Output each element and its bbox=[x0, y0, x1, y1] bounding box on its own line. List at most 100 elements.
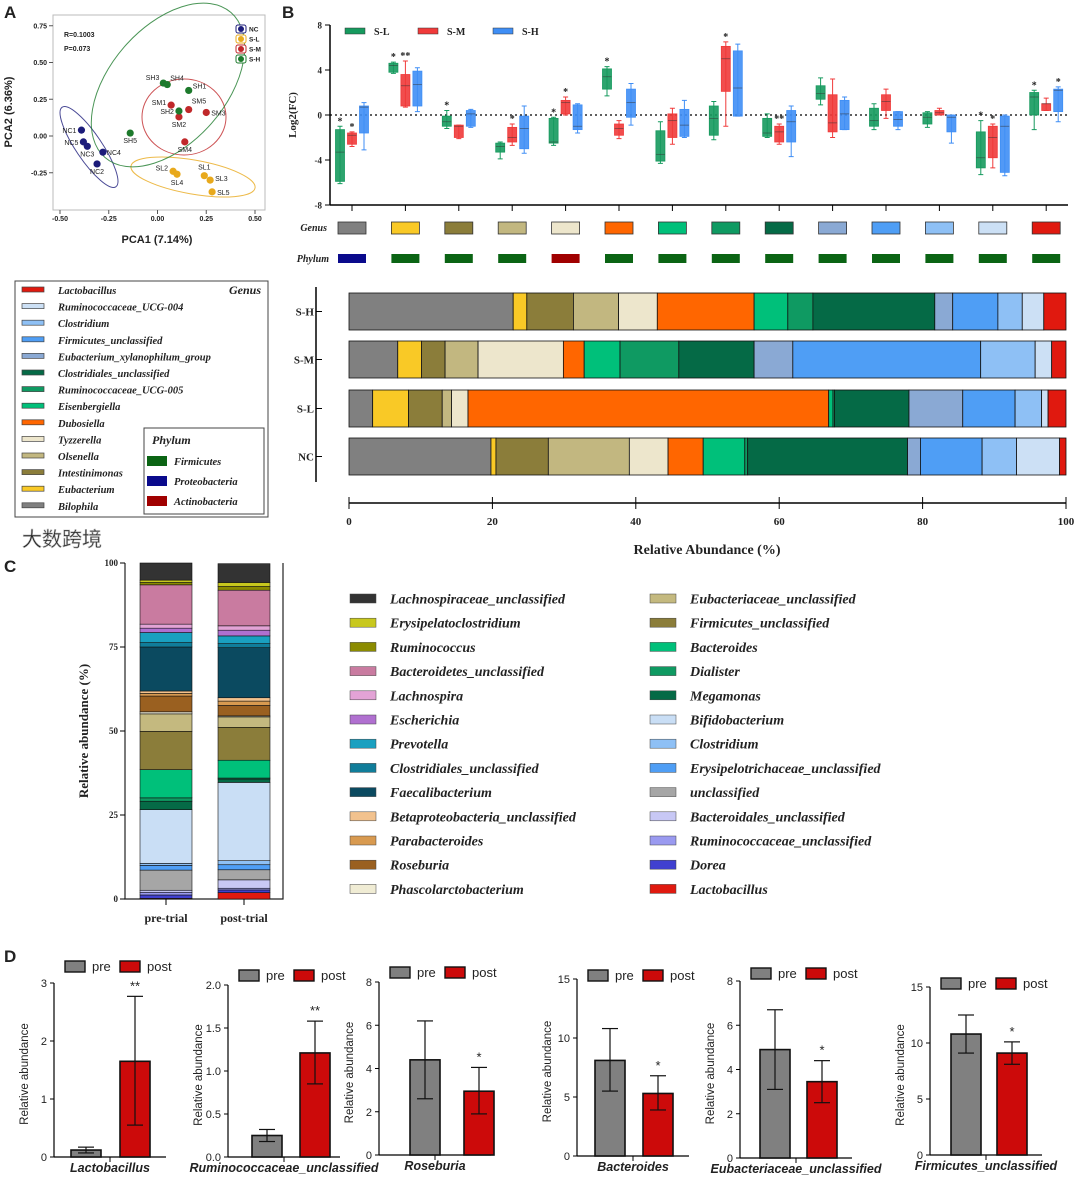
legend-swatch bbox=[649, 811, 677, 822]
significance-mark: * bbox=[391, 52, 396, 63]
significance-mark: * bbox=[605, 57, 610, 68]
legend-label: pre bbox=[266, 968, 285, 983]
legend-label: NC bbox=[249, 27, 259, 34]
bar-segment-Firmicutes_unclassified bbox=[952, 292, 999, 331]
phylum-color-key bbox=[551, 254, 580, 263]
legend-label: Prevotella bbox=[390, 738, 448, 753]
x-category-label: Lactobacillus bbox=[70, 1161, 150, 1175]
bar-segment-Betaproteobacteria_unclassified bbox=[217, 697, 271, 702]
plot-frame bbox=[52, 14, 266, 211]
sample-label: SL3 bbox=[215, 176, 228, 183]
box-S-L bbox=[708, 105, 719, 136]
x-category-label: Bacteroides bbox=[597, 1160, 669, 1174]
significance-mark: * bbox=[655, 1058, 660, 1073]
sample-point bbox=[175, 107, 183, 115]
bar-segment-Olsenella bbox=[573, 292, 619, 331]
sample-point bbox=[185, 86, 193, 95]
sample-point bbox=[208, 188, 216, 196]
legend-label: post bbox=[670, 968, 695, 983]
legend-swatch bbox=[349, 738, 377, 749]
bar-segment-Parabacteroides bbox=[139, 693, 193, 697]
significance-mark: ** bbox=[400, 51, 410, 62]
bar-segment-Clostridium bbox=[981, 437, 1017, 476]
box-S-L bbox=[975, 131, 986, 169]
row-label: NC bbox=[298, 452, 314, 464]
bar-segment-Dialister bbox=[139, 797, 193, 802]
bar-segment-Dorea bbox=[139, 894, 193, 899]
x-tick-label: 0.00 bbox=[151, 216, 165, 223]
legend-swatch bbox=[21, 319, 45, 326]
legend-swatch bbox=[21, 286, 45, 293]
sample-label: SL2 bbox=[156, 165, 169, 172]
phylum-swatch bbox=[147, 496, 167, 506]
legend-swatch bbox=[349, 690, 377, 701]
y-tick-label: 0 bbox=[41, 1152, 47, 1164]
bar-segment-Olsenella bbox=[444, 340, 479, 379]
legend-label: Bacteroidetes_unclassified bbox=[389, 665, 545, 680]
y-tick-label: 2 bbox=[727, 1109, 733, 1121]
bar-chart-Eubacteriaceae_unclassified: 0 2 4 6 8 Relative abundance * pre post Eubacteri… bbox=[705, 966, 882, 1176]
legend-label: Bacteroides bbox=[689, 641, 758, 656]
genus-color-key bbox=[818, 221, 847, 235]
bar-segment-unclassified bbox=[139, 869, 193, 891]
p-value: P=0.073 bbox=[64, 46, 90, 53]
legend-swatch bbox=[21, 452, 45, 459]
bar-segment-Bacteroides bbox=[139, 769, 193, 799]
y-tick-label: 0 bbox=[564, 1151, 570, 1163]
x-tick-label: pre-trial bbox=[144, 911, 188, 925]
row-label: S-L bbox=[297, 404, 314, 416]
box-S-M bbox=[827, 94, 838, 133]
bar-segment-Eisenbergiella bbox=[702, 437, 746, 476]
y-tick-label: 50 bbox=[109, 726, 119, 736]
y-axis-title: Relative abundance bbox=[705, 1023, 717, 1125]
legend-label: Erysipelatoclostridium bbox=[389, 617, 521, 632]
y-tick-label: 75 bbox=[109, 642, 119, 652]
significance-mark: * bbox=[476, 1049, 481, 1064]
bar-segment-Lachnospiraceae_unclassified bbox=[217, 563, 271, 583]
x-tick-label: 0 bbox=[346, 516, 352, 528]
bar-segment-Eubacterium_xylanophilum_group bbox=[908, 389, 964, 428]
bar-segment-Lactobacillus bbox=[1051, 340, 1067, 379]
box-S-H bbox=[465, 110, 476, 127]
box-S-M bbox=[614, 123, 624, 136]
y-tick-label: 15 bbox=[911, 982, 923, 994]
phylum-color-key bbox=[711, 254, 740, 263]
phylum-color-key bbox=[605, 254, 633, 263]
box-S-L bbox=[655, 130, 666, 162]
bar-segment-Erysipelotrichaceae_unclassified bbox=[139, 865, 193, 871]
legend-swatch-post bbox=[293, 969, 315, 982]
box-S-M bbox=[507, 126, 518, 143]
y-tick-label: 3 bbox=[41, 978, 47, 990]
y-tick-label: -8 bbox=[315, 201, 323, 211]
bar-segment-Eubacterium_xylanophilum_group bbox=[753, 340, 794, 379]
sample-label: SM4 bbox=[178, 147, 193, 154]
genus-color-key bbox=[925, 221, 954, 235]
x-tick-label: 20 bbox=[487, 516, 499, 528]
phylum-color-key bbox=[391, 254, 420, 263]
genus-color-key bbox=[604, 221, 634, 235]
bar-segment-Ruminococcaceae_UCG-005 bbox=[787, 292, 814, 331]
y-tick-label: 2 bbox=[41, 1036, 47, 1048]
legend-label: Lachnospira bbox=[389, 689, 463, 704]
bar-segment-Dorea bbox=[217, 889, 271, 893]
legend-swatch-pre bbox=[389, 966, 411, 979]
legend-label: Intestinimonas bbox=[57, 469, 123, 480]
legend-label: Bilophila bbox=[57, 502, 98, 513]
legend-label: Eisenbergiella bbox=[57, 402, 120, 413]
legend-label: post bbox=[833, 966, 858, 981]
sample-point bbox=[202, 108, 210, 117]
legend-label: Clostridium bbox=[58, 319, 109, 330]
box-S-H bbox=[1053, 88, 1064, 113]
box-S-H bbox=[412, 70, 423, 107]
x-tick-label: 80 bbox=[917, 516, 929, 528]
legend-label: Lactobacillus bbox=[57, 286, 116, 297]
y-tick-label: -0.25 bbox=[31, 170, 47, 177]
bar-segment-Ruminococcaceae_UCG-004 bbox=[1034, 340, 1053, 379]
x-tick-label: 60 bbox=[774, 516, 786, 528]
bar-segment-Clostridium bbox=[1014, 389, 1043, 428]
sample-point bbox=[126, 129, 134, 137]
sample-label: NC3 bbox=[80, 151, 94, 158]
box-S-H bbox=[946, 114, 957, 133]
sample-label: SH1 bbox=[193, 83, 207, 90]
y-tick-label: 0.0 bbox=[206, 1152, 221, 1164]
